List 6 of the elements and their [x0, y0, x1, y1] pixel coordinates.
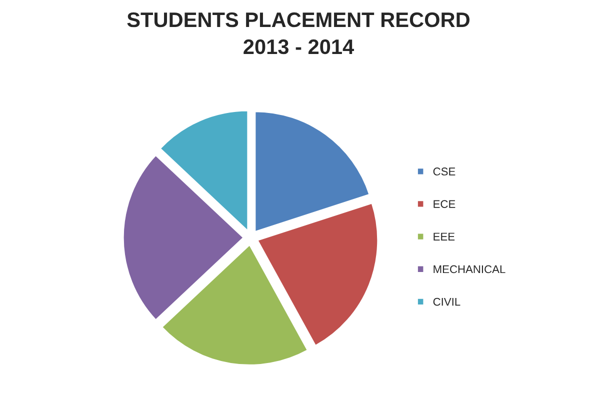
legend-label: CSE — [433, 168, 456, 176]
legend-label: EEE — [434, 232, 455, 240]
chart-title: STUDENTS PLACEMENT RECORD 2013 - 2014 — [127, 12, 470, 54]
legend-label: CIVIL — [433, 298, 460, 306]
legend-label: MECHANICAL — [434, 265, 506, 274]
legend-label: ECE — [434, 200, 456, 208]
